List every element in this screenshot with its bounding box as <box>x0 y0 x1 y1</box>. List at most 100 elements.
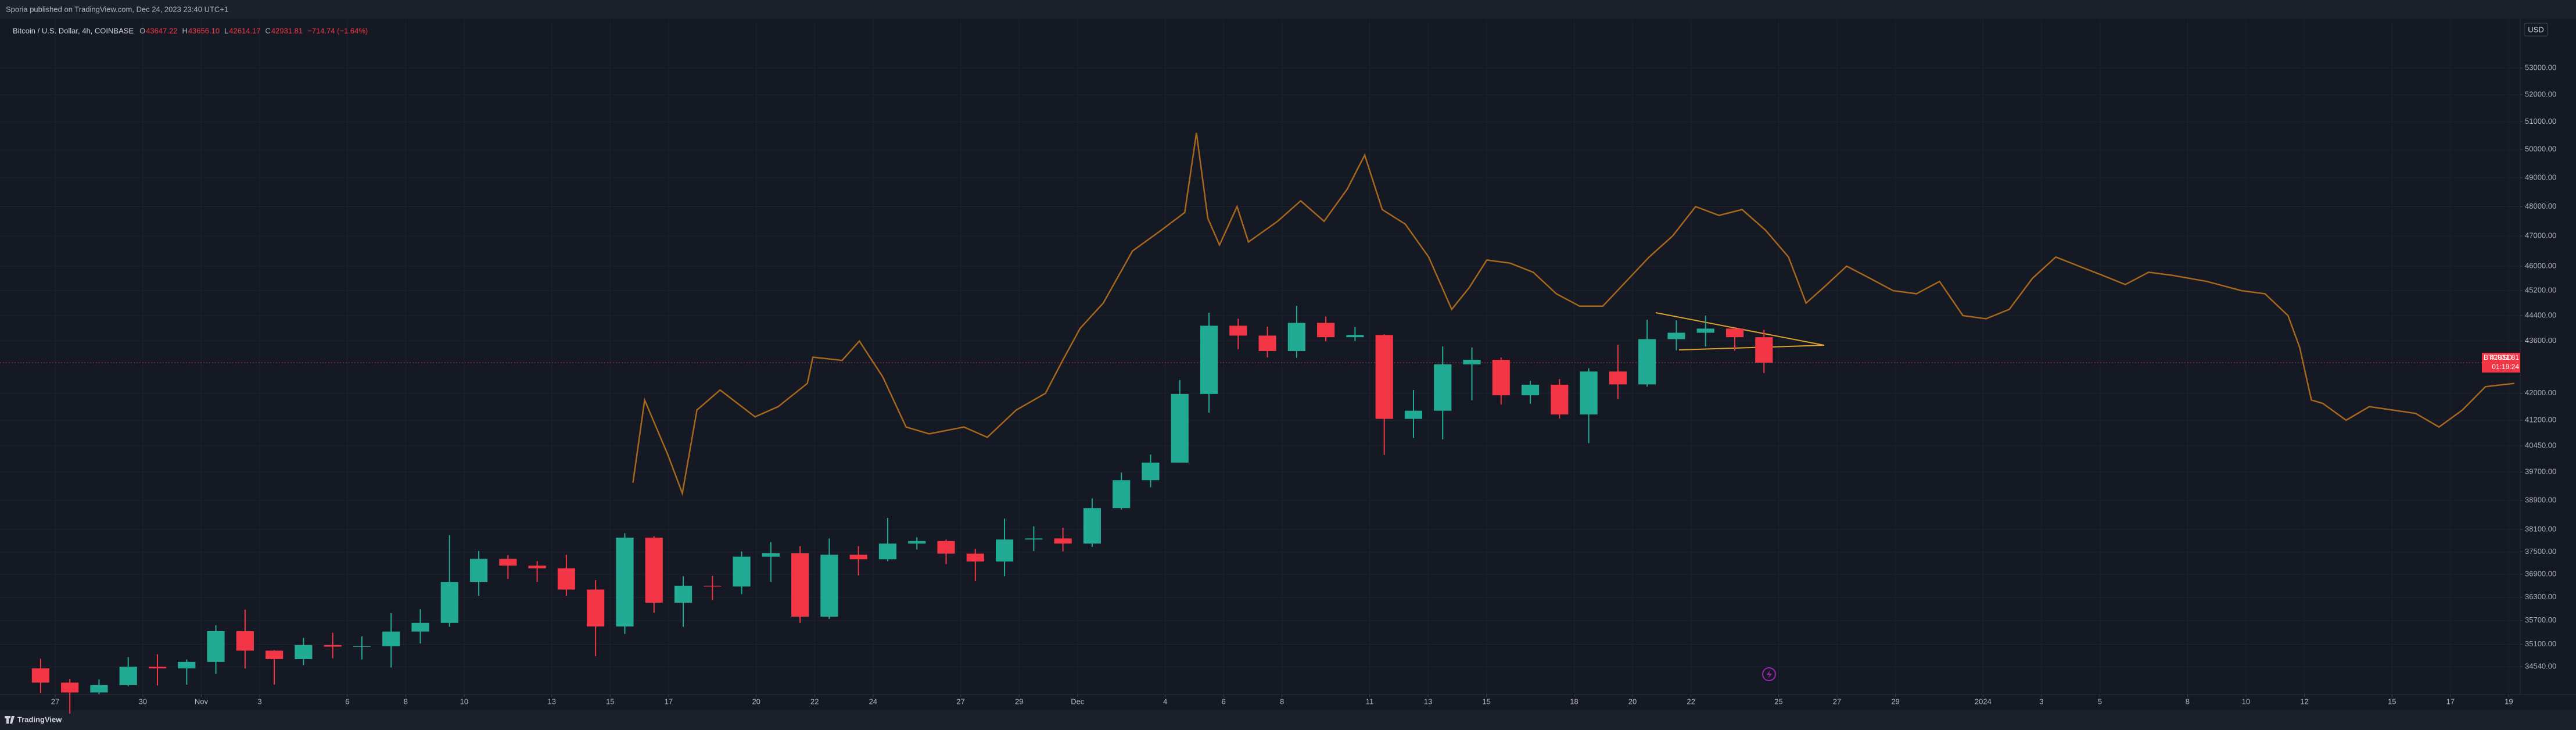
candle-body <box>148 667 167 668</box>
candle-body <box>1404 410 1423 419</box>
x-tick-label: 15 <box>2388 697 2396 706</box>
candle-body <box>440 582 458 623</box>
y-tick-label: 53000.00 <box>2525 63 2556 72</box>
countdown-label: 01:19:24 <box>2492 363 2519 371</box>
candle-body <box>557 568 575 590</box>
candle-body <box>1258 335 1276 351</box>
candle-body <box>733 556 751 587</box>
candle-body <box>1375 335 1393 419</box>
candle-body <box>31 668 49 683</box>
x-tick-label: 10 <box>460 697 468 706</box>
candle-body <box>878 543 897 560</box>
x-tick-label: 20 <box>752 697 760 706</box>
x-tick-label: 10 <box>2242 697 2250 706</box>
x-tick-label: 27 <box>956 697 964 706</box>
candle-body <box>178 661 196 668</box>
x-tick-label: 22 <box>1687 697 1695 706</box>
y-tick-label: 45200.00 <box>2525 286 2556 295</box>
candle-body <box>499 559 517 566</box>
candle-body <box>1463 359 1481 364</box>
candle-body <box>674 585 693 603</box>
bottom-bar <box>0 710 2576 730</box>
candle-body <box>1317 323 1335 338</box>
candle-body <box>1638 339 1656 385</box>
x-tick-label: 8 <box>1280 697 1284 706</box>
candle-body <box>61 682 79 693</box>
x-tick-label: 19 <box>2505 697 2513 706</box>
candle-body <box>236 631 254 651</box>
candle-body <box>1054 538 1072 544</box>
x-tick-label: 17 <box>665 697 673 706</box>
legend-value: 42614.17 <box>229 26 260 35</box>
y-tick-label: 34540.00 <box>2525 662 2556 671</box>
legend-label: O <box>139 26 145 35</box>
candle-body <box>1113 480 1131 509</box>
x-tick-label: 2024 <box>1975 697 1992 706</box>
candle-body <box>1725 328 1744 338</box>
y-tick-label: 40450.00 <box>2525 441 2556 450</box>
x-tick-label: 13 <box>1424 697 1432 706</box>
candle-body <box>1171 393 1189 463</box>
published-note: Sporia published on TradingView.com, Dec… <box>6 5 228 13</box>
x-tick-label: 24 <box>869 697 877 706</box>
y-tick-label: 51000.00 <box>2525 117 2556 126</box>
x-tick-label: 8 <box>2186 697 2190 706</box>
y-tick-label: 52000.00 <box>2525 90 2556 98</box>
y-tick-label: 47000.00 <box>2525 231 2556 240</box>
x-tick-label: 18 <box>1570 697 1578 706</box>
candle-body <box>908 541 926 544</box>
candle-body <box>119 667 137 685</box>
candle-body <box>1434 364 1452 411</box>
candle-body <box>90 685 108 693</box>
y-tick-label: 41200.00 <box>2525 415 2556 424</box>
x-tick-label: 6 <box>345 697 349 706</box>
y-tick-label: 48000.00 <box>2525 202 2556 210</box>
overlay-line <box>632 133 2515 496</box>
y-tick-label: 38100.00 <box>2525 525 2556 534</box>
candle-body <box>587 589 605 627</box>
y-tick-label: 35100.00 <box>2525 639 2556 648</box>
event-icon[interactable] <box>1762 667 1776 681</box>
legend-value: 42931.81 <box>271 26 303 35</box>
candle-body <box>616 538 634 627</box>
footer-logo-text[interactable]: TradingView <box>17 715 62 724</box>
currency-label[interactable]: USD <box>2528 25 2543 34</box>
x-tick-label: 15 <box>606 697 614 706</box>
event-icon-bolt <box>1767 670 1772 679</box>
candle-body <box>266 650 284 659</box>
candle-body <box>820 554 838 617</box>
candle-body <box>528 566 546 568</box>
y-tick-label: 50000.00 <box>2525 145 2556 153</box>
candle-body <box>937 541 955 554</box>
candle-body <box>791 553 809 617</box>
y-tick-label: 36300.00 <box>2525 592 2556 601</box>
trend-line <box>1678 345 1825 350</box>
legend-label: C <box>266 26 271 35</box>
x-tick-label: 6 <box>1222 697 1226 706</box>
currency-button[interactable] <box>2524 23 2548 37</box>
x-tick-label: 25 <box>1774 697 1782 706</box>
legend-label: L <box>224 26 228 35</box>
x-tick-label: 3 <box>2039 697 2043 706</box>
y-tick-label: 42000.00 <box>2525 388 2556 397</box>
y-tick-label: 38900.00 <box>2525 496 2556 504</box>
legend-value: 43656.10 <box>188 26 220 35</box>
last-price-label: 42931.81 <box>2490 353 2519 362</box>
candle-body <box>382 631 400 646</box>
y-tick-label: 49000.00 <box>2525 173 2556 181</box>
candle-body <box>1521 384 1540 396</box>
y-tick-label: 43600.00 <box>2525 336 2556 345</box>
candle-body <box>1025 538 1043 540</box>
y-tick-label: 36900.00 <box>2525 570 2556 578</box>
x-tick-label: 27 <box>51 697 59 706</box>
x-tick-label: 13 <box>548 697 556 706</box>
candle-body <box>849 554 867 560</box>
candle-body <box>1229 325 1247 336</box>
y-tick-label: 35700.00 <box>2525 616 2556 624</box>
candle-body <box>1696 328 1714 333</box>
x-tick-label: Nov <box>195 697 209 706</box>
x-tick-label: 30 <box>139 697 147 706</box>
candle-body <box>1287 323 1305 351</box>
